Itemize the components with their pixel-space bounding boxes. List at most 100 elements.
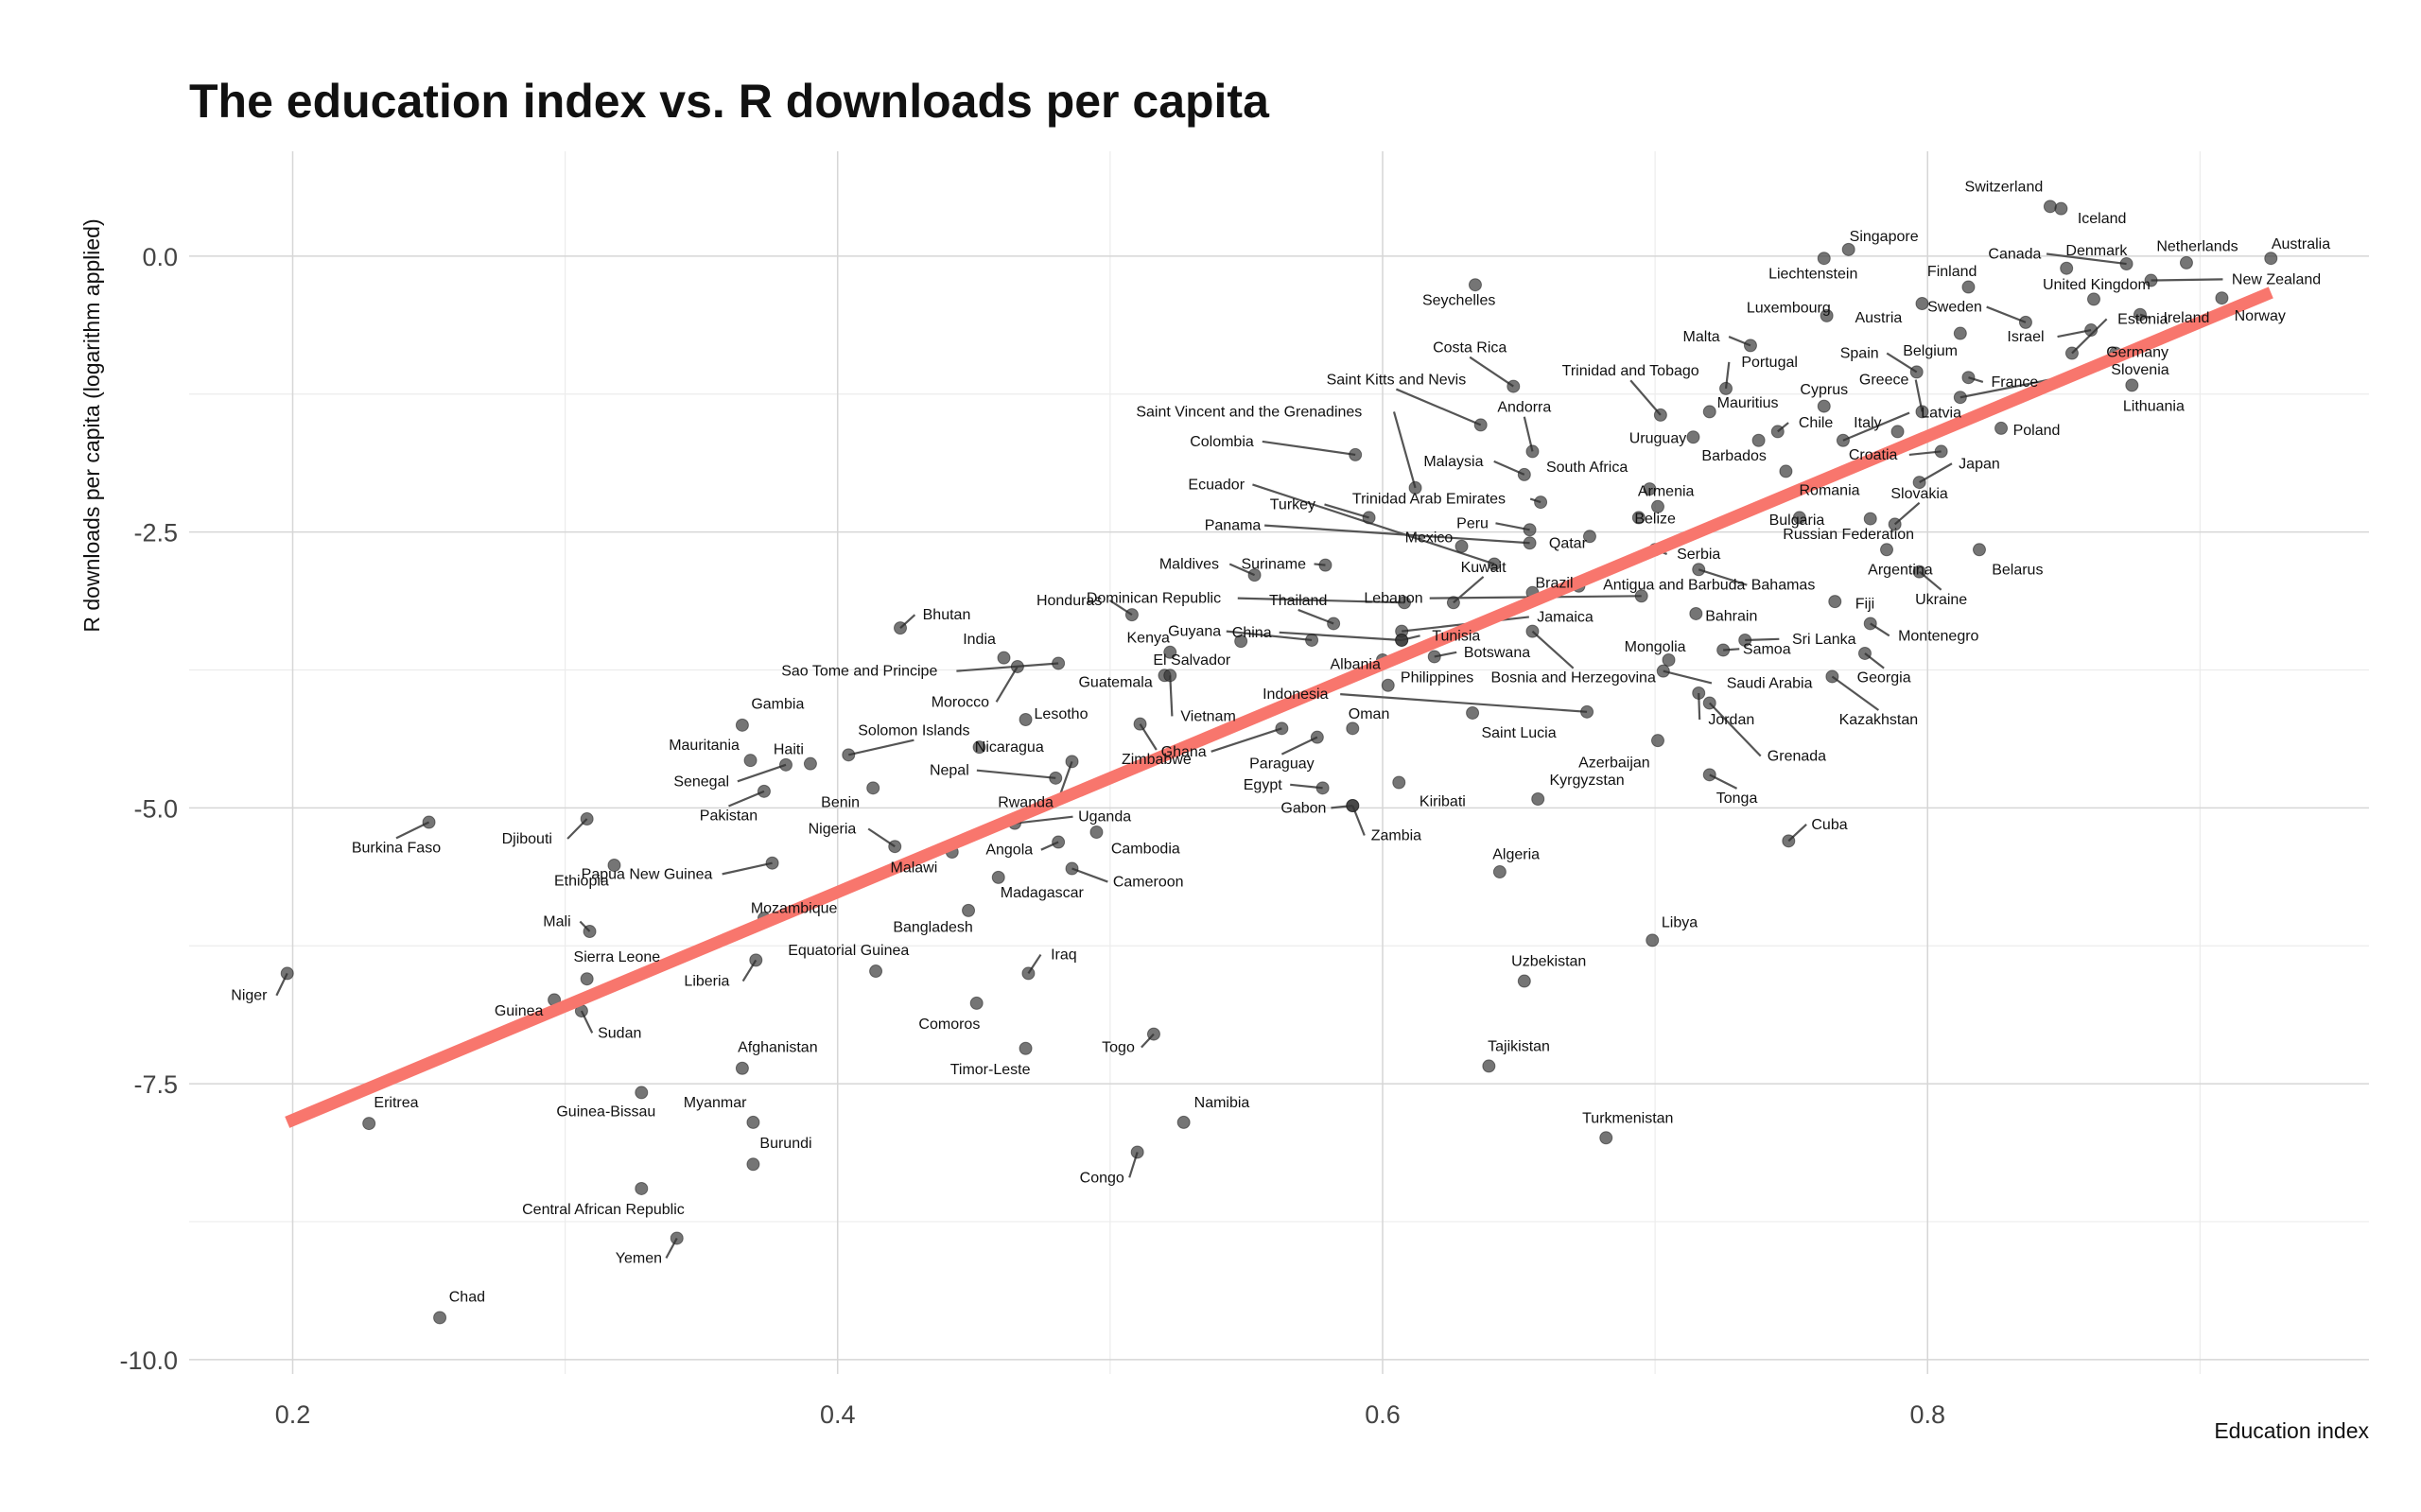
data-point	[2119, 257, 2134, 271]
data-point	[2144, 273, 2158, 287]
data-point	[2179, 255, 2193, 269]
point-label: Fiji	[1855, 596, 1874, 612]
point-label: Egypt	[1244, 777, 1282, 793]
data-point	[842, 748, 856, 762]
leader-line	[848, 739, 914, 756]
leader-line	[995, 666, 1019, 703]
point-label: Germany	[2106, 344, 2168, 360]
point-label: Switzerland	[1965, 179, 2044, 195]
point-label: Andorra	[1497, 400, 1551, 416]
data-point	[1909, 365, 1924, 379]
data-point	[1523, 536, 1537, 550]
data-point	[635, 1086, 649, 1100]
data-point	[1395, 633, 1409, 647]
point-label: Tunisia	[1432, 628, 1480, 644]
data-point	[1346, 799, 1360, 813]
point-label: Cambodia	[1111, 842, 1180, 858]
data-point	[1863, 512, 1877, 526]
leader-line	[1210, 727, 1282, 753]
data-point	[1398, 596, 1412, 610]
point-label: Croatia	[1849, 447, 1898, 463]
data-point	[1525, 444, 1540, 459]
data-point	[1534, 495, 1548, 510]
leader-line	[1340, 693, 1588, 713]
data-point	[1888, 517, 1902, 531]
point-label: Slovakia	[1890, 486, 1948, 502]
data-point	[1466, 705, 1480, 720]
point-label: Oman	[1349, 706, 1390, 722]
data-point	[1052, 656, 1066, 670]
point-label: Zambia	[1371, 828, 1421, 844]
data-point	[1912, 565, 1926, 579]
point-label: Burkina Faso	[352, 840, 441, 856]
data-point	[1346, 721, 1360, 736]
point-label: Colombia	[1190, 434, 1254, 450]
data-point	[1719, 381, 1733, 395]
data-point	[1507, 379, 1521, 393]
data-point	[1133, 717, 1147, 731]
data-point	[1702, 696, 1716, 710]
point-label: Sudan	[598, 1025, 641, 1041]
point-label: Nepal	[930, 763, 969, 779]
point-label: Mongolia	[1625, 639, 1686, 655]
point-label: Guatemala	[1078, 674, 1152, 690]
point-label: Sao Tome and Principe	[781, 664, 937, 680]
data-point	[1994, 421, 2009, 435]
data-point	[1961, 280, 1976, 294]
leader-line	[1324, 503, 1369, 519]
data-point	[1408, 480, 1422, 495]
data-point	[991, 870, 1005, 884]
data-point	[1825, 669, 1839, 684]
point-label: Brazil	[1535, 575, 1573, 591]
data-point	[1517, 974, 1531, 988]
y-tick-label: -2.5	[133, 519, 178, 547]
point-label: Azerbaijan	[1578, 756, 1650, 772]
point-label: Iraq	[1051, 947, 1077, 964]
data-point	[1857, 646, 1872, 660]
point-label: Serbia	[1677, 547, 1720, 563]
y-axis-title: R downloads per capita (logarithm applie…	[79, 218, 104, 632]
point-labels: Switzerland Iceland Singapore Australia Neth…	[231, 179, 2330, 1305]
data-point	[1468, 278, 1482, 292]
data-point	[1089, 826, 1104, 840]
point-label: Sierra Leone	[574, 949, 661, 965]
point-label: Seychelles	[1422, 293, 1495, 309]
data-point	[1517, 467, 1531, 481]
data-point	[1743, 339, 1757, 353]
point-label: Botswana	[1464, 645, 1530, 661]
point-label: Kiribati	[1420, 793, 1466, 809]
point-label: Nigeria	[809, 822, 857, 838]
data-point	[1275, 721, 1289, 736]
leader-line	[2151, 278, 2223, 282]
point-label: Belize	[1634, 512, 1676, 528]
data-point	[1890, 425, 1905, 439]
point-label: Indonesia	[1263, 686, 1328, 703]
data-point	[746, 1115, 760, 1129]
point-label: Portugal	[1741, 355, 1798, 371]
point-label: Togo	[1102, 1040, 1135, 1056]
point-label: Chile	[1799, 415, 1834, 431]
point-label: Guyana	[1168, 624, 1221, 640]
leader-line	[1469, 356, 1514, 388]
data-point	[746, 1157, 760, 1172]
point-label: Philippines	[1401, 670, 1473, 686]
data-point	[1662, 652, 1676, 667]
y-tick-label: -5.0	[133, 794, 178, 823]
point-label: Kazakhstan	[1839, 712, 1919, 728]
y-axis-ticks: 0.0 -2.5 -5.0 -7.5 -10.0	[119, 243, 178, 1375]
data-point	[1934, 444, 1948, 459]
point-label: Ukraine	[1915, 592, 1967, 608]
data-point	[2133, 307, 2147, 322]
data-point	[1953, 326, 1967, 340]
data-point	[866, 781, 880, 795]
point-label: Panama	[1205, 518, 1262, 534]
data-point	[1599, 1131, 1613, 1145]
point-label: Canada	[1988, 247, 2041, 263]
data-point	[1580, 704, 1594, 719]
point-label: Albania	[1330, 657, 1380, 673]
data-point	[1689, 606, 1703, 620]
point-label: France	[1992, 374, 2039, 391]
point-label: Saint Lucia	[1481, 725, 1556, 741]
data-point	[1702, 405, 1716, 419]
data-point	[972, 740, 986, 755]
